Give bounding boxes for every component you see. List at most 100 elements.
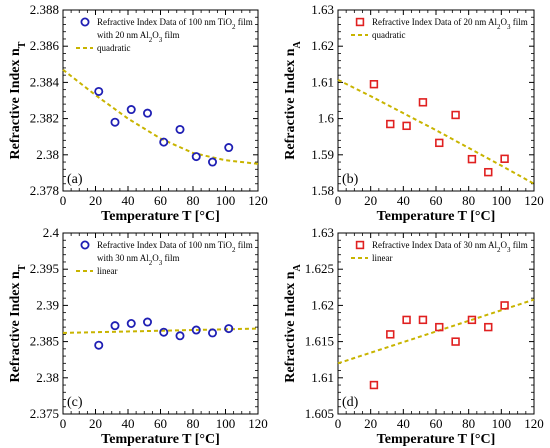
data-point [500, 301, 509, 310]
plot-frame [337, 9, 535, 192]
data-point [159, 327, 169, 337]
fit-line [337, 78, 535, 185]
legend-text-run: film [510, 17, 527, 27]
x-tick-label: 80 [462, 416, 475, 431]
y-tick-label: 2.378 [30, 183, 59, 198]
x-tick-label: 60 [430, 416, 443, 431]
legend-text-run: 2 [149, 36, 153, 44]
y-tick-label: 1.61 [311, 370, 334, 385]
y-axis-label-text: Refractive Index n [8, 48, 23, 159]
x-tick-label: 60 [154, 193, 167, 208]
y-axis-label-subscript: A [292, 41, 303, 49]
legend-text-run: quadratic [372, 30, 405, 40]
x-tick-label: 20 [364, 416, 377, 431]
legend-text-run: 3 [159, 36, 163, 44]
legend-text-run: 2 [497, 246, 501, 254]
legend-text-run: O [500, 17, 507, 27]
data-point [110, 117, 120, 127]
data-point [386, 119, 395, 129]
data-point [191, 152, 201, 162]
data-point [175, 331, 185, 341]
legend-text-run: Refractive Index Data of 30 nm Al [372, 240, 497, 250]
data-point [435, 138, 444, 148]
legend-entry-text: quadratic [372, 30, 405, 40]
legend-entry-text: quadratic [97, 43, 130, 53]
x-axis-label: Temperature T [°C] [101, 209, 220, 224]
legend-text-run: O [152, 30, 159, 40]
y-tick-label: 1.58 [311, 183, 334, 198]
chart-panel: 0 20 40 60 80 100 120 2.375 2.38 2.385 2.39 2.395 2.… [8, 225, 268, 447]
legend-text-run: with 30 nm Al [97, 253, 149, 263]
y-tick-label: 1.625 [305, 261, 334, 276]
x-tick-label: 80 [462, 193, 475, 208]
y-axis-label: Refractive Index nT [8, 264, 28, 382]
data-point [207, 157, 217, 167]
y-tick-label: 2.395 [30, 261, 59, 276]
data-point [159, 137, 169, 147]
legend: Refractive Index Data of 100 nm TiO2 fil… [76, 240, 253, 276]
legend-entry-text: with 20 nm Al2O3 film [97, 30, 180, 44]
y-axis-label-text: Refractive Index n [283, 271, 298, 382]
y-axis-label: Refractive Index nT [8, 41, 28, 159]
legend-text-run: film [510, 240, 527, 250]
data-point [110, 321, 120, 331]
legend-text-run: 2 [232, 246, 236, 254]
data-point [94, 86, 104, 96]
data-point [500, 154, 509, 163]
fit-line [337, 298, 535, 365]
data-point [126, 105, 136, 115]
y-axis-label-text: Refractive Index n [283, 48, 298, 159]
legend: Refractive Index Data of 20 nm Al2O3 fil… [351, 17, 528, 40]
x-tick-label: 40 [122, 193, 135, 208]
data-point [484, 167, 493, 177]
legend-entry-text: linear [372, 253, 393, 263]
x-tick-label: 20 [89, 416, 102, 431]
x-axis-label: Temperature T [°C] [377, 432, 496, 447]
legend-text-run: 2 [497, 23, 501, 31]
y-tick-label: 1.605 [305, 406, 334, 421]
legend-text-run: 3 [159, 259, 163, 267]
y-tick-label: 1.59 [311, 147, 334, 162]
data-point [467, 154, 477, 164]
x-tick-label: 100 [216, 193, 236, 208]
legend-text-run: 2 [149, 259, 153, 267]
panel-label: (b) [342, 172, 359, 187]
legend-text-run: quadratic [97, 43, 130, 53]
data-point [224, 143, 234, 153]
y-tick-label: 2.388 [30, 2, 59, 17]
y-axis-label-subscript: T [17, 264, 28, 271]
data-point [191, 325, 201, 335]
y-tick-label: 1.6 [318, 111, 335, 126]
x-tick-label: 0 [60, 416, 67, 431]
data-point [418, 98, 428, 107]
data-point [369, 380, 379, 390]
legend-text-run: film [235, 240, 252, 250]
data-point [402, 121, 411, 131]
y-tick-label: 2.384 [30, 74, 60, 89]
x-tick-label: 120 [524, 416, 544, 431]
y-tick-label: 2.38 [36, 147, 59, 162]
y-tick-label: 1.63 [311, 225, 334, 240]
data-point [467, 315, 477, 325]
x-tick-label: 0 [60, 193, 67, 208]
legend-text-run: linear [372, 253, 393, 263]
legend-text-run: Refractive Index Data of 100 nm TiO [97, 17, 232, 27]
legend-text-run: film [162, 253, 179, 263]
legend-entry-text: Refractive Index Data of 30 nm Al2O3 fil… [372, 240, 528, 254]
legend: Refractive Index Data of 30 nm Al2O3 fil… [351, 240, 528, 263]
legend-entry-text: Refractive Index Data of 20 nm Al2O3 fil… [372, 17, 528, 31]
y-tick-label: 2.375 [30, 406, 59, 421]
legend-text-run: Refractive Index Data of 100 nm TiO [97, 240, 232, 250]
data-point [484, 322, 493, 332]
legend-entry-text: with 30 nm Al2O3 film [97, 253, 180, 267]
y-axis-label: Refractive Index nA [283, 41, 303, 160]
panel-label: (d) [342, 395, 359, 410]
data-point [126, 318, 136, 328]
data-point [386, 330, 395, 339]
x-tick-label: 20 [364, 193, 377, 208]
y-tick-label: 2.39 [36, 297, 59, 312]
data-point [418, 315, 428, 325]
data-point [435, 322, 444, 332]
y-tick-label: 1.61 [311, 74, 334, 89]
